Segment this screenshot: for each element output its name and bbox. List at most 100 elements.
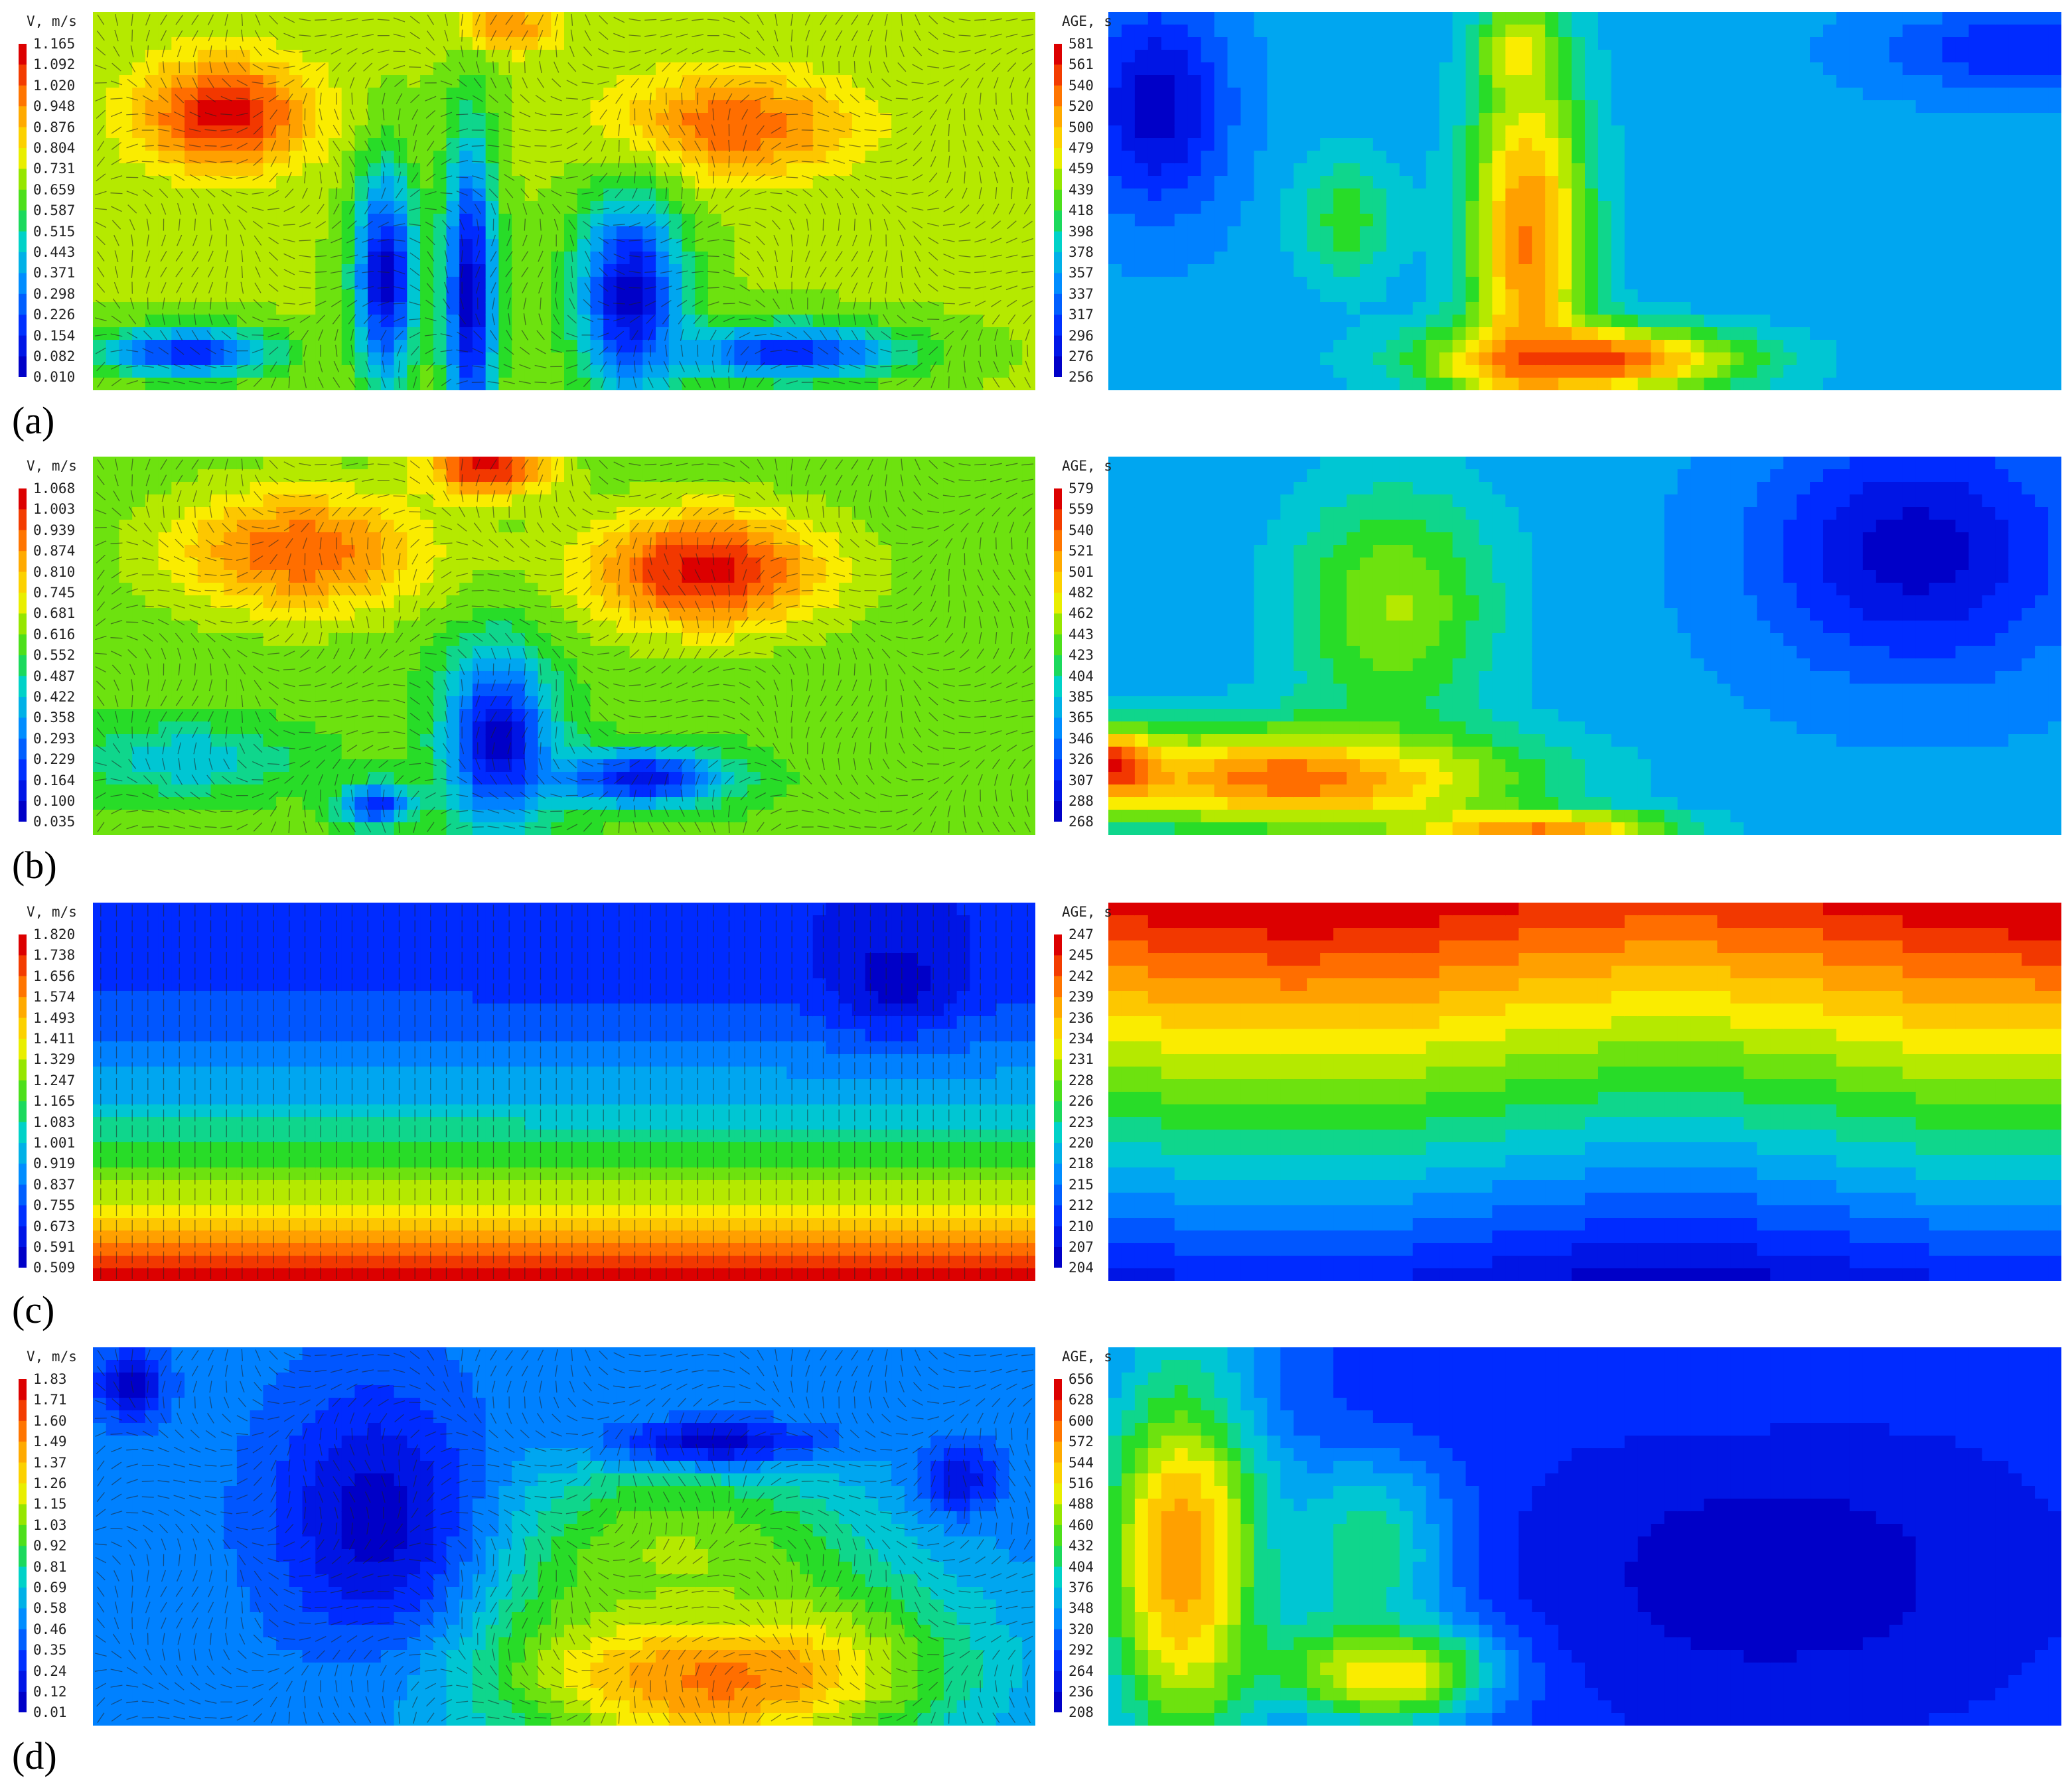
- field-cell: [773, 138, 788, 151]
- vector-arrow: [551, 331, 561, 339]
- field-cell: [721, 365, 735, 378]
- field-cell: [1704, 138, 1718, 151]
- field-cell: [642, 252, 656, 265]
- field-cell: [695, 277, 709, 290]
- field-cell: [472, 315, 486, 328]
- field-cell: [1254, 138, 1268, 151]
- field-cell: [145, 75, 159, 88]
- field-cell: [1518, 302, 1533, 315]
- vector-arrow: [896, 333, 908, 338]
- field-cell: [354, 327, 368, 340]
- vector-arrow: [723, 223, 735, 226]
- vector-arrow: [565, 191, 578, 195]
- field-cell: [1624, 352, 1639, 366]
- vector-arrow: [398, 376, 400, 389]
- field-cell: [1174, 12, 1189, 25]
- vector-arrow: [928, 346, 938, 356]
- field-cell: [970, 100, 984, 113]
- field-cell: [970, 138, 984, 151]
- vector-arrow: [820, 266, 827, 277]
- field-cell: [603, 315, 617, 328]
- field-cell: [185, 12, 198, 25]
- field-cell: [315, 340, 329, 353]
- field-cell: [315, 327, 329, 340]
- field-cell: [498, 113, 512, 126]
- field-cell: [498, 75, 512, 88]
- field-cell: [472, 239, 486, 252]
- field-cell: [970, 352, 984, 366]
- field-cell: [1597, 151, 1612, 164]
- field-cell: [642, 188, 656, 202]
- field-cell: [459, 125, 473, 139]
- field-cell: [250, 125, 264, 139]
- field-cell: [250, 113, 264, 126]
- vector-arrow: [882, 314, 890, 325]
- field-cell: [629, 50, 644, 63]
- field-cell: [106, 188, 120, 202]
- field-cell: [839, 239, 853, 252]
- field-cell: [276, 365, 290, 378]
- field-cell: [1717, 113, 1732, 126]
- field-cell: [943, 37, 958, 50]
- vector-arrow: [126, 113, 139, 115]
- vector-arrow: [711, 344, 715, 357]
- field-cell: [577, 151, 591, 164]
- field-cell: [1333, 302, 1347, 315]
- field-cell: [747, 252, 761, 265]
- field-cell: [1174, 214, 1189, 227]
- field-cell: [1651, 239, 1665, 252]
- field-cell: [1637, 100, 1652, 113]
- field-cell: [263, 12, 277, 25]
- field-cell: [1227, 188, 1242, 202]
- field-cell: [1651, 302, 1665, 315]
- vector-arrow: [141, 112, 154, 116]
- vector-arrow: [995, 344, 998, 357]
- field-cell: [538, 365, 552, 378]
- field-cell: [1386, 12, 1400, 25]
- field-cell: [524, 37, 539, 50]
- vector-arrow: [581, 82, 594, 84]
- field-cell: [498, 352, 512, 366]
- field-cell: [1518, 201, 1533, 214]
- field-cell: [1585, 37, 1599, 50]
- field-cell: [930, 113, 944, 126]
- field-cell: [734, 62, 748, 76]
- field-cell: [145, 214, 159, 227]
- vector-arrow: [850, 346, 860, 355]
- vector-arrow: [381, 187, 386, 199]
- field-cell: [1664, 226, 1678, 240]
- field-cell: [1108, 365, 1122, 378]
- field-cell: [1187, 365, 1202, 378]
- vector-arrow: [490, 30, 497, 41]
- field-cell: [394, 125, 408, 139]
- field-cell: [368, 378, 382, 390]
- field-cell: [786, 365, 800, 378]
- field-cell: [145, 113, 159, 126]
- field-cell: [394, 62, 408, 76]
- field-cell: [1597, 100, 1612, 113]
- field-cell: [1333, 188, 1347, 202]
- field-cell: [446, 125, 461, 139]
- field-cell: [1320, 365, 1334, 378]
- field-cell: [1452, 88, 1467, 101]
- field-cell: [354, 125, 368, 139]
- field-cell: [551, 62, 565, 76]
- field-cell: [1320, 163, 1334, 177]
- field-cell: [1254, 50, 1268, 63]
- field-cell: [263, 252, 277, 265]
- vector-arrow: [189, 159, 201, 164]
- field-cell: [1347, 315, 1361, 328]
- vector-arrow: [743, 376, 747, 388]
- vector-arrow: [537, 14, 544, 26]
- field-cell: [1201, 327, 1215, 340]
- field-cell: [1267, 315, 1282, 328]
- field-cell: [996, 62, 1010, 76]
- vector-arrow: [96, 31, 105, 41]
- field-cell: [132, 365, 146, 378]
- field-cell: [1372, 12, 1387, 25]
- field-cell: [1201, 277, 1215, 290]
- field-cell: [1254, 365, 1268, 378]
- field-cell: [943, 289, 958, 303]
- vector-arrow: [189, 174, 201, 181]
- field-cell: [1280, 201, 1295, 214]
